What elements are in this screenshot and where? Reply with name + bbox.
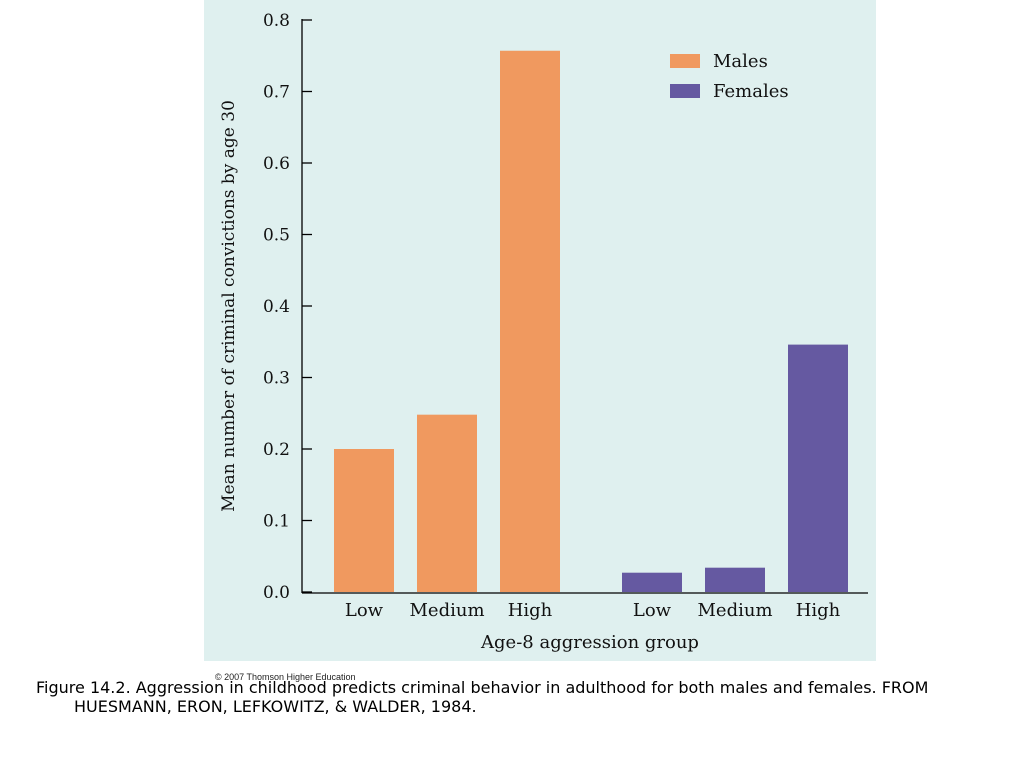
y-tick-label: 0.6 bbox=[263, 154, 290, 174]
y-axis-label: Mean number of criminal convictions by a… bbox=[219, 100, 239, 512]
bar-males-medium bbox=[417, 414, 477, 592]
x-tick-label: Medium bbox=[409, 600, 484, 621]
legend-label: Females bbox=[713, 81, 789, 102]
x-tick-label: Medium bbox=[697, 600, 772, 621]
bar-females-low bbox=[622, 572, 682, 592]
caption-line-2: HUESMANN, ERON, LEFKOWITZ, & WALDER, 198… bbox=[74, 697, 477, 716]
bar-chart: 0.0 0.1 0.2 0.3 0.4 0.5 0.6 0.7 0.8 Mean number o… bbox=[219, 11, 868, 653]
y-tick-label: 0.2 bbox=[263, 440, 290, 460]
legend-swatch bbox=[670, 54, 700, 68]
y-tick-label: 0.8 bbox=[263, 11, 290, 31]
bar-males-low bbox=[334, 449, 394, 592]
bar-females-medium bbox=[705, 567, 765, 592]
chart-panel: 0.0 0.1 0.2 0.3 0.4 0.5 0.6 0.7 0.8 Mean number o… bbox=[204, 0, 876, 661]
y-tick-label: 0.3 bbox=[263, 369, 290, 389]
figure-caption: Figure 14.2. Aggression in childhood pre… bbox=[36, 678, 996, 716]
bar-females-high bbox=[788, 344, 848, 592]
x-axis-label: Age-8 aggression group bbox=[480, 632, 699, 653]
x-tick-label: Low bbox=[633, 600, 672, 621]
x-tick-label: High bbox=[508, 600, 553, 621]
y-tick-label: 0.4 bbox=[263, 297, 290, 317]
x-tick-label: High bbox=[796, 600, 841, 621]
y-tick-label: 0.1 bbox=[263, 512, 290, 532]
y-tick-label: 0.7 bbox=[263, 83, 290, 103]
caption-line-1: Figure 14.2. Aggression in childhood pre… bbox=[36, 678, 929, 697]
legend-label: Males bbox=[713, 51, 768, 72]
y-tick-label: 0.0 bbox=[263, 583, 290, 603]
copyright-notice: © 2007 Thomson Higher Education bbox=[215, 672, 356, 682]
x-tick-label: Low bbox=[345, 600, 384, 621]
bar-males-high bbox=[500, 50, 560, 593]
y-tick-label: 0.5 bbox=[263, 226, 290, 246]
legend-swatch bbox=[670, 84, 700, 98]
